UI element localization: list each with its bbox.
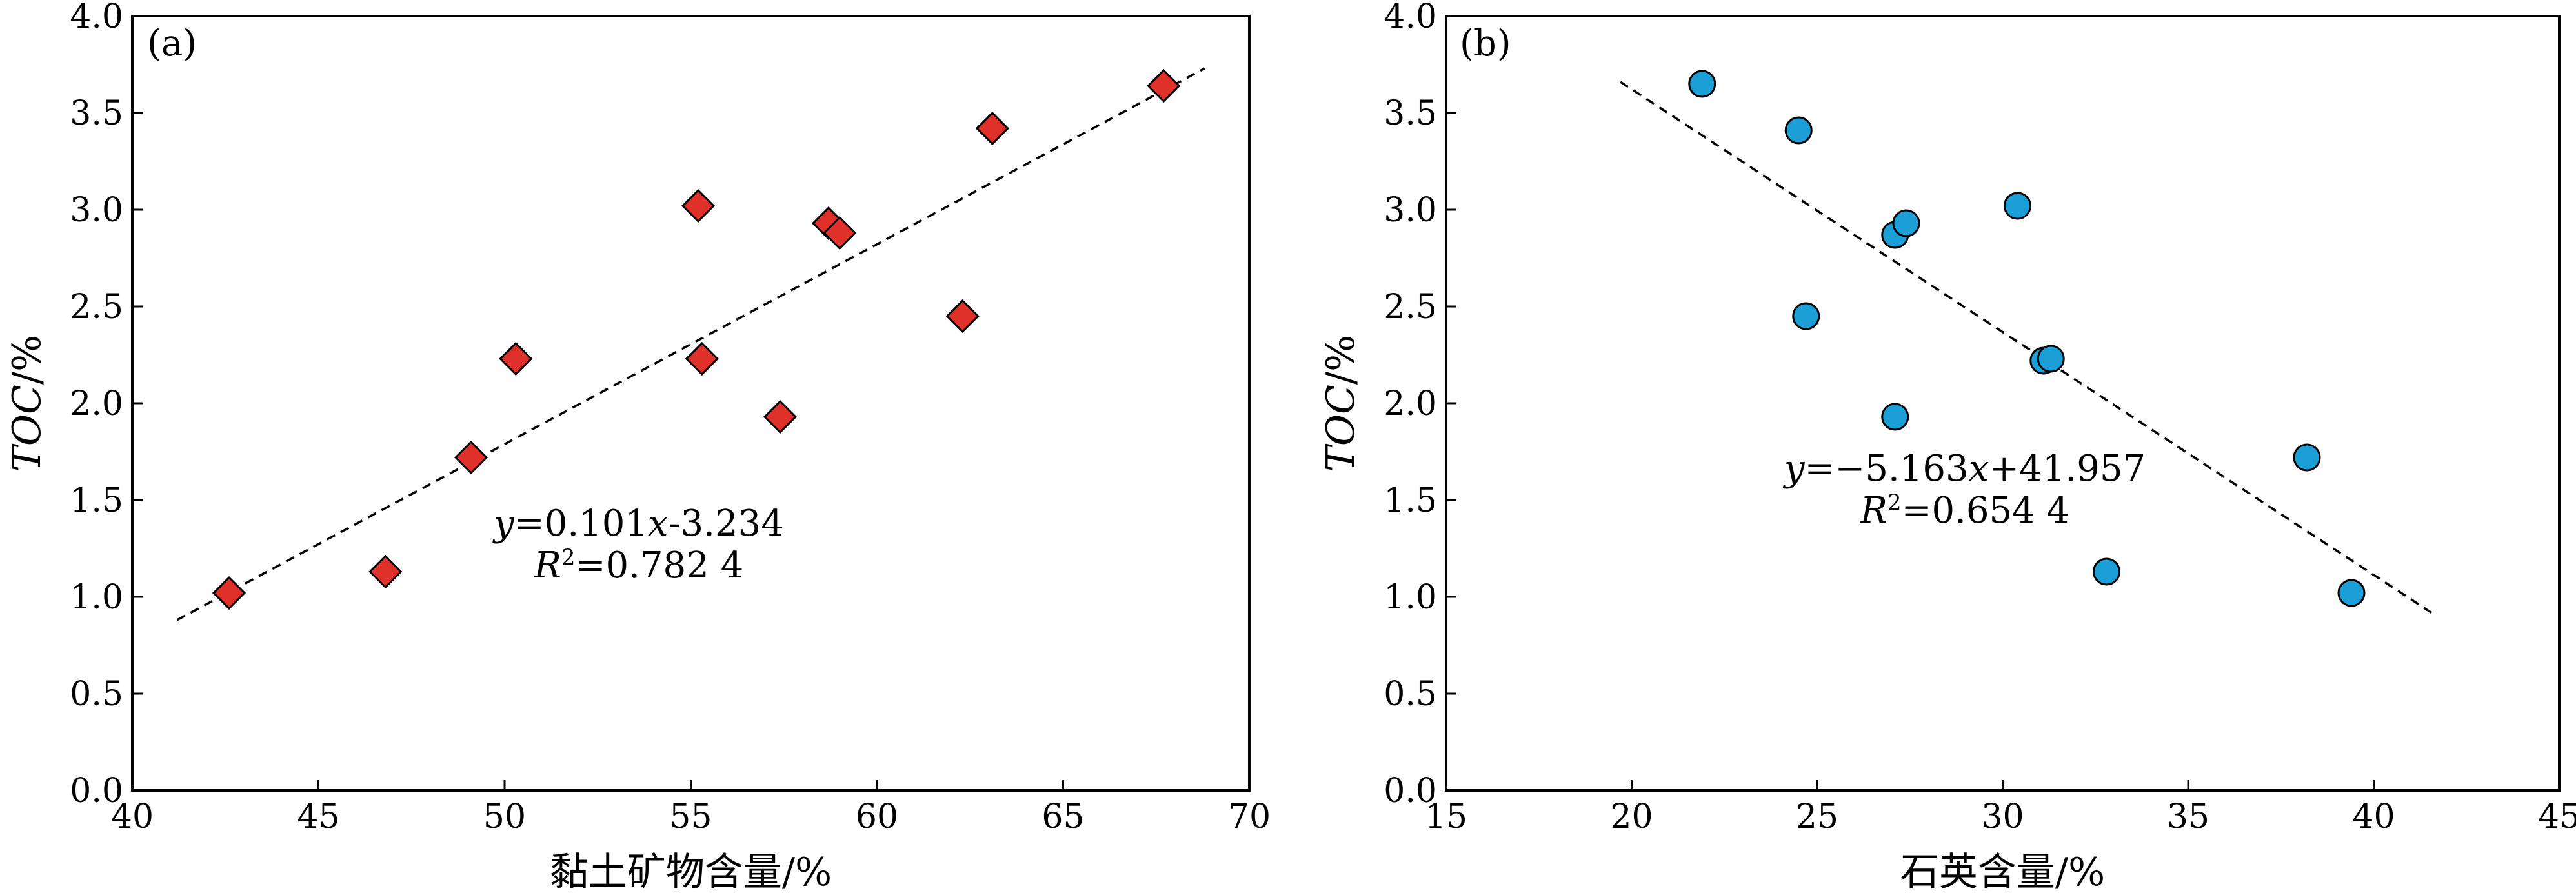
r2-var: R [534,545,561,587]
x-tick-label: 20 [1610,798,1653,836]
y-axis-label: TOC/% [5,335,50,472]
eq-var-y: y [492,503,515,545]
fit-line [176,67,1205,621]
r2-value: =0.782 4 [576,545,744,587]
x-tick-label: 70 [1228,798,1271,836]
y-tick-label: 0.5 [70,675,123,714]
regression-equation: y=0.101x-3.234 [492,503,784,545]
y-axis-label-var: TOC [5,385,50,472]
plot-frame [1445,15,2561,792]
y-tick-label: 3.5 [1384,94,1437,133]
data-point [2337,579,2366,607]
data-point [763,399,798,434]
y-tick-label: 1.5 [70,481,123,520]
x-axis-label: 石英含量/% [1900,850,2105,893]
x-tick-label: 45 [2538,798,2576,836]
data-point [499,341,533,376]
data-point [823,216,857,250]
data-point [368,554,403,589]
y-tick-label: 3.5 [70,94,123,133]
eq-part-2: -3.234 [669,503,784,545]
data-point [1147,68,1181,103]
fit-line [1620,81,2438,617]
data-points [212,68,1181,610]
data-point [1792,302,1820,330]
y-tick-label: 1.5 [1384,481,1437,520]
r2-sup: 2 [1887,490,1902,516]
data-point [1784,116,1813,145]
panel-label: (a) [147,23,197,65]
x-tick-label: 45 [297,798,339,836]
data-point [681,188,716,223]
y-axis-label-unit: /% [1318,335,1363,385]
x-axis-label: 黏土矿物含量/% [550,850,832,893]
x-tick-label: 30 [1981,798,2024,836]
eq-part-2: +41.957 [1989,448,2146,490]
y-tick-label: 0.5 [1384,675,1437,714]
r-squared: R2=0.782 4 [534,545,743,587]
y-axis-label-var: TOC [1318,385,1363,472]
y-tick-label: 3.0 [70,191,123,230]
data-point [975,111,1009,146]
y-tick-label: 1.0 [1384,578,1437,617]
data-point [2093,557,2120,586]
x-tick-label: 40 [2352,798,2395,836]
y-axis-label: TOC/% [1318,335,1363,472]
eq-part-1: =0.101 [514,503,648,545]
panel-label: (b) [1460,23,1511,65]
axis-ticks: 40 45 50 55 60 65 70 0.0 0.5 1.0 1.5 2.0 2.5 3.0 3.5 4.… [70,0,1271,836]
x-tick-label: 25 [1796,798,1838,836]
fit-line-group [1620,81,2438,617]
regression-equation: y=−5.163x+41.957 [1782,448,2146,490]
y-tick-label: 3.0 [1384,191,1437,230]
chart-panel-b: 15 20 25 30 35 40 45 0.0 0.5 1.0 1.5 2.0 2.5 3.0 3.5 4.… [1318,0,2576,893]
x-tick-label: 60 [856,798,898,836]
data-point [2004,192,2031,220]
fit-line-group [176,67,1205,621]
y-tick-label: 4.0 [1384,0,1437,36]
y-tick-label: 2.0 [70,385,123,423]
r2-var: R [1860,490,1887,532]
y-tick-label: 1.0 [70,578,123,617]
x-tick-label: 40 [111,798,154,836]
data-point [685,341,719,376]
y-axis-label-unit: /% [5,335,50,385]
y-tick-label: 0.0 [1384,772,1437,810]
r2-value: =0.654 4 [1902,490,2070,532]
data-point [2037,345,2065,373]
eq-var-x: x [1969,448,1989,490]
plot-frame [131,15,1251,792]
eq-var-x: x [648,503,669,545]
x-tick-label: 15 [1425,798,1467,836]
axis-ticks: 15 20 25 30 35 40 45 0.0 0.5 1.0 1.5 2.0 2.5 3.0 3.5 4.… [1384,0,2576,836]
data-point [1688,70,1716,98]
data-point [945,299,980,334]
y-tick-label: 2.0 [1384,385,1437,423]
y-tick-label: 2.5 [70,288,123,326]
eq-var-y: y [1782,448,1806,490]
y-tick-label: 2.5 [1384,288,1437,326]
chart-panel-a: 40 45 50 55 60 65 70 0.0 0.5 1.0 1.5 2.0 2.5 3.0 3.5 4.… [5,0,1271,893]
r2-sup: 2 [561,545,576,570]
y-tick-label: 0.0 [70,772,123,810]
x-tick-label: 50 [483,798,526,836]
data-point [454,440,488,475]
data-point [212,576,247,610]
data-point [2293,443,2321,472]
x-tick-label: 35 [2167,798,2209,836]
x-tick-label: 55 [669,798,712,836]
r-squared: R2=0.654 4 [1860,490,2069,532]
y-tick-label: 4.0 [70,0,123,36]
data-point [1881,403,1909,431]
data-point [1892,209,1920,237]
x-tick-label: 65 [1041,798,1084,836]
eq-part-1: =−5.163 [1805,448,1969,490]
data-points [1688,70,2366,607]
